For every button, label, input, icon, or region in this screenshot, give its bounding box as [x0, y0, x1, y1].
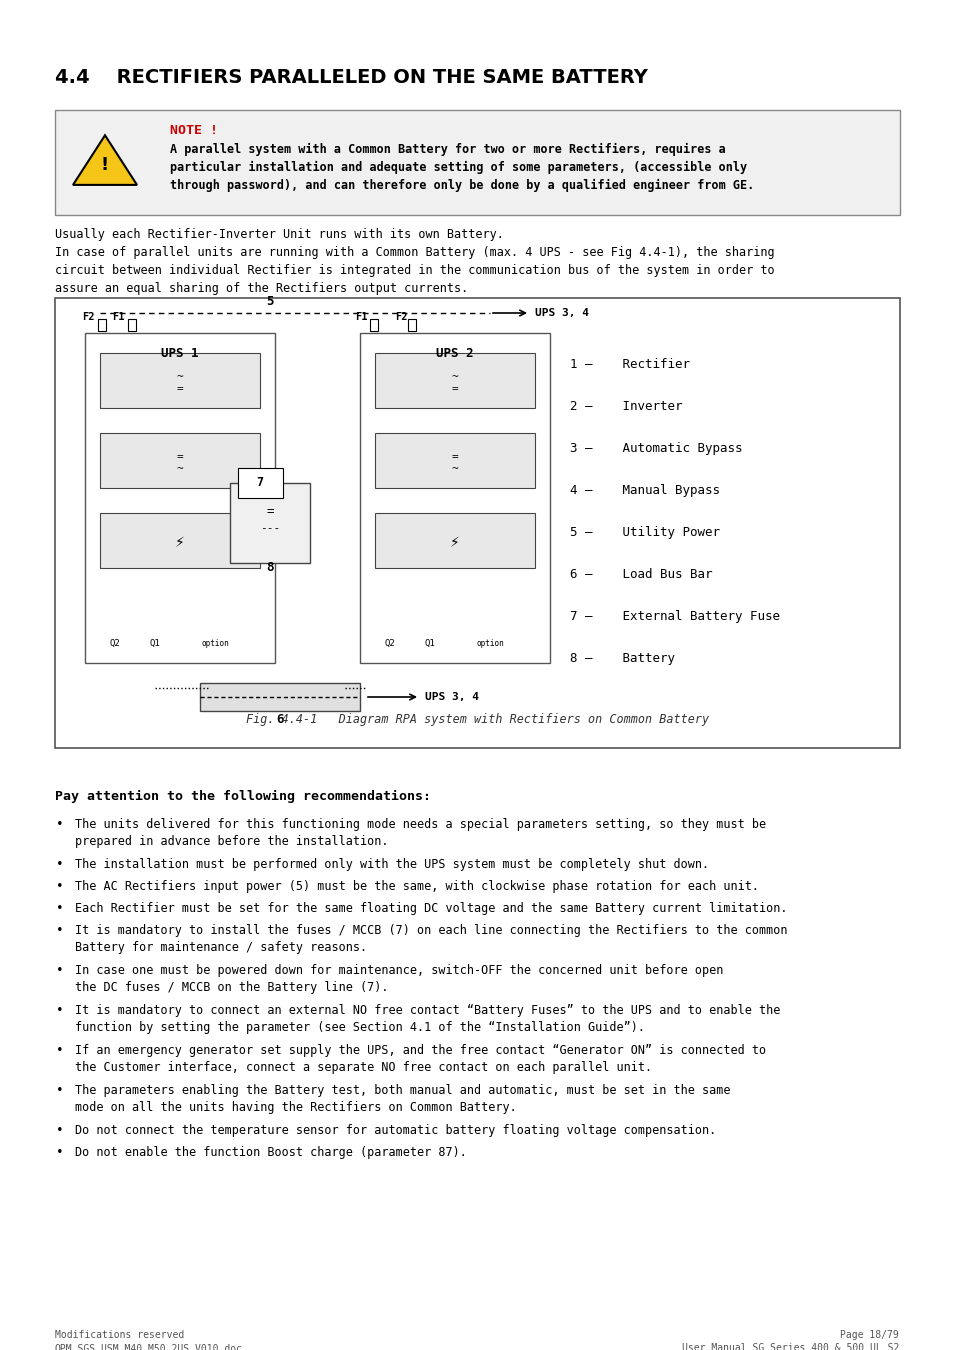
Text: Page 18/79: Page 18/79 [840, 1330, 898, 1341]
Text: User Manual SG Series 400 & 500 UL S2: User Manual SG Series 400 & 500 UL S2 [680, 1343, 898, 1350]
Bar [85, 333, 274, 663]
Text: NOTE !: NOTE ! [170, 124, 218, 136]
Text: •: • [56, 1146, 64, 1160]
Text: =: = [266, 505, 274, 518]
Bar [128, 319, 136, 331]
Text: Q2: Q2 [110, 639, 120, 648]
Text: ⚡: ⚡ [450, 536, 459, 549]
Text: The units delivered for this functioning mode needs a special parameters setting: The units delivered for this functioning… [75, 818, 765, 848]
Text: Do not connect the temperature sensor for automatic battery floating voltage com: Do not connect the temperature sensor fo… [75, 1125, 716, 1137]
Bar [375, 513, 535, 568]
Text: •: • [56, 1004, 64, 1017]
Bar [359, 333, 550, 663]
Bar [200, 683, 359, 711]
Text: 6 –    Load Bus Bar: 6 – Load Bus Bar [569, 568, 712, 580]
Text: F1: F1 [112, 312, 125, 323]
Text: A parallel system with a Common Battery for two or more Rectifiers, requires a
p: A parallel system with a Common Battery … [170, 143, 754, 193]
Text: If an emergency generator set supply the UPS, and the free contact “Generator ON: If an emergency generator set supply the… [75, 1044, 765, 1075]
Text: 1 –    Rectifier: 1 – Rectifier [569, 358, 689, 371]
Text: 7 –    External Battery Fuse: 7 – External Battery Fuse [569, 610, 780, 622]
Text: ~
=: ~ = [176, 373, 183, 394]
Bar [408, 319, 416, 331]
Text: 5 –    Utility Power: 5 – Utility Power [569, 526, 720, 539]
Text: UPS 1: UPS 1 [161, 347, 198, 360]
Text: Each Rectifier must be set for the same floating DC voltage and the same Battery: Each Rectifier must be set for the same … [75, 902, 786, 915]
Text: 4 –    Manual Bypass: 4 – Manual Bypass [569, 485, 720, 497]
Text: ---: --- [259, 522, 280, 533]
Text: •: • [56, 859, 64, 871]
Text: OPM_SGS_USM_M40_M50_2US_V010.doc: OPM_SGS_USM_M40_M50_2US_V010.doc [55, 1343, 243, 1350]
Text: The parameters enabling the Battery test, both manual and automatic, must be set: The parameters enabling the Battery test… [75, 1084, 730, 1114]
Text: ⚡: ⚡ [175, 536, 185, 549]
Bar [100, 513, 260, 568]
Text: •: • [56, 902, 64, 915]
Text: In case one must be powered down for maintenance, switch-OFF the concerned unit : In case one must be powered down for mai… [75, 964, 722, 994]
Text: •: • [56, 880, 64, 892]
Text: option: option [476, 639, 503, 648]
Text: 6: 6 [276, 713, 283, 726]
Text: !: ! [101, 155, 109, 174]
Text: Pay attention to the following recommendations:: Pay attention to the following recommend… [55, 790, 431, 803]
Text: Usually each Rectifier-Inverter Unit runs with its own Battery.: Usually each Rectifier-Inverter Unit run… [55, 228, 503, 242]
Text: option: option [201, 639, 229, 648]
Bar [370, 319, 377, 331]
Text: 7: 7 [256, 477, 263, 490]
Text: •: • [56, 1125, 64, 1137]
Bar [98, 319, 106, 331]
Text: Do not enable the function Boost charge (parameter 87).: Do not enable the function Boost charge … [75, 1146, 466, 1160]
Text: It is mandatory to install the fuses / MCCB (7) on each line connecting the Rect: It is mandatory to install the fuses / M… [75, 923, 786, 954]
Text: F1: F1 [355, 312, 367, 323]
Text: =
~: = ~ [176, 452, 183, 474]
Text: The AC Rectifiers input power (5) must be the same, with clockwise phase rotatio: The AC Rectifiers input power (5) must b… [75, 880, 759, 892]
Bar [375, 352, 535, 408]
Bar [237, 468, 283, 498]
Text: 5: 5 [266, 296, 274, 308]
Text: 3 –    Automatic Bypass: 3 – Automatic Bypass [569, 441, 741, 455]
Text: •: • [56, 818, 64, 832]
Bar [230, 483, 310, 563]
Text: 8: 8 [266, 562, 274, 574]
Text: F2: F2 [82, 312, 94, 323]
Text: UPS 2: UPS 2 [436, 347, 474, 360]
Text: •: • [56, 964, 64, 977]
Text: In case of parallel units are running with a Common Battery (max. 4 UPS - see Fi: In case of parallel units are running wi… [55, 246, 774, 296]
Text: =
~: = ~ [451, 452, 457, 474]
Text: 8 –    Battery: 8 – Battery [569, 652, 675, 666]
Bar [375, 433, 535, 487]
Text: •: • [56, 923, 64, 937]
Text: Fig. 4.4-1   Diagram RPA system with Rectifiers on Common Battery: Fig. 4.4-1 Diagram RPA system with Recti… [246, 713, 708, 726]
Text: It is mandatory to connect an external NO free contact “Battery Fuses” to the UP: It is mandatory to connect an external N… [75, 1004, 780, 1034]
Bar [55, 298, 899, 748]
Text: 2 –    Inverter: 2 – Inverter [569, 400, 681, 413]
Text: •: • [56, 1044, 64, 1057]
Text: Q2: Q2 [384, 639, 395, 648]
Text: Q1: Q1 [424, 639, 435, 648]
Bar [100, 352, 260, 408]
Text: Q1: Q1 [150, 639, 160, 648]
Text: 4.4    RECTIFIERS PARALLELED ON THE SAME BATTERY: 4.4 RECTIFIERS PARALLELED ON THE SAME BA… [55, 68, 647, 86]
Text: F2: F2 [395, 312, 407, 323]
Text: Modifications reserved: Modifications reserved [55, 1330, 184, 1341]
Polygon shape [73, 135, 137, 185]
Text: The installation must be performed only with the UPS system must be completely s: The installation must be performed only … [75, 859, 708, 871]
Text: UPS 3, 4: UPS 3, 4 [535, 308, 588, 319]
Bar [100, 433, 260, 487]
Bar [55, 109, 899, 215]
Text: UPS 3, 4: UPS 3, 4 [424, 693, 478, 702]
Text: ~
=: ~ = [451, 373, 457, 394]
Text: •: • [56, 1084, 64, 1098]
